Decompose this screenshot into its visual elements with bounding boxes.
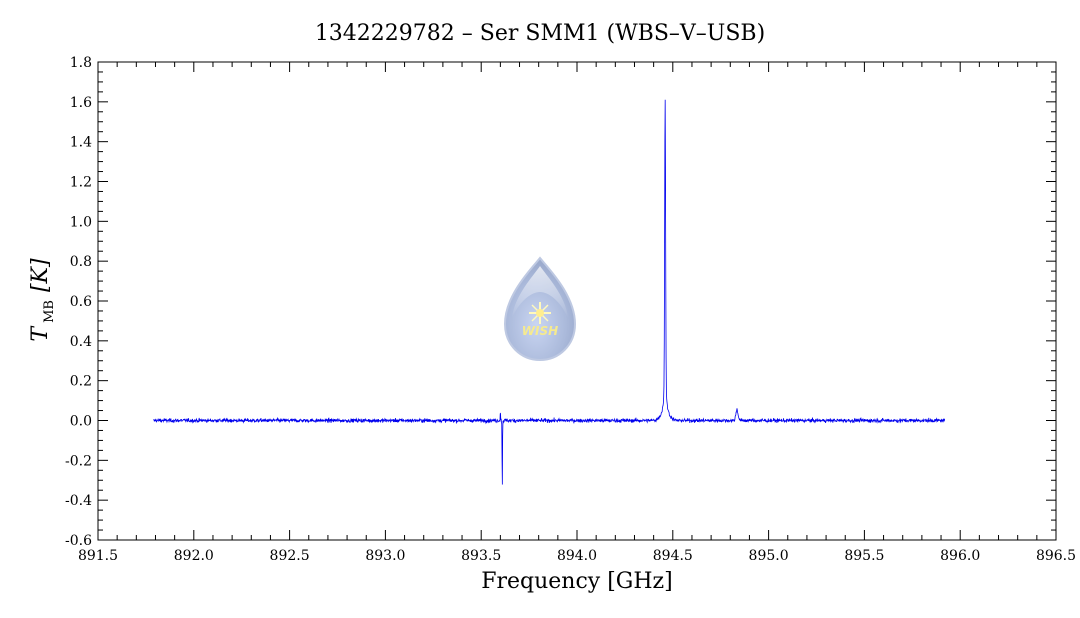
x-tick-label: 895.5 (844, 548, 884, 564)
y-axis-label-unit: [K] (28, 258, 53, 292)
y-tick-label: 1.2 (70, 175, 92, 191)
y-tick-label: 0.8 (70, 254, 92, 270)
x-tick-label: 891.5 (78, 548, 118, 564)
y-tick-label: 0.0 (70, 414, 92, 430)
y-tick-label: 1.8 (70, 55, 92, 71)
svg-text:T MB [K]: T MB [K] (28, 258, 57, 342)
wish-logo-icon: WISH (503, 256, 577, 362)
y-tick-label: 1.6 (70, 95, 92, 111)
y-tick-label: 1.4 (70, 135, 92, 151)
x-tick-label: 892.5 (270, 548, 310, 564)
logo-text: WISH (522, 324, 558, 338)
y-axis-label-subscript: MB (42, 300, 57, 323)
x-tick-label: 896.5 (1036, 548, 1076, 564)
x-tick-label: 894.0 (557, 548, 597, 564)
plot-area: 891.5 892.0 892.5 893.0 893.5 894.0 894.5 895.0… (65, 55, 1076, 564)
y-axis-label-symbol: T (28, 325, 53, 342)
chart-title: 1342229782 – Ser SMM1 (WBS–V–USB) (315, 21, 765, 46)
y-axis-label: T MB [K] (28, 258, 57, 342)
y-tick-label: -0.6 (65, 533, 92, 549)
spectrum-line (153, 99, 946, 485)
plot-frame (97, 61, 1057, 541)
y-tick-label: -0.2 (65, 453, 92, 469)
y-tick-label: 0.4 (70, 334, 92, 350)
y-axis: -0.6 -0.4 -0.2 0.0 0.2 0.4 0.6 0.8 1.0 1.2 1.4 1.6 1… (65, 55, 1056, 549)
x-axis-label: Frequency [GHz] (481, 569, 673, 594)
y-tick-label: -0.4 (65, 493, 92, 509)
x-tick-label: 895.0 (749, 548, 789, 564)
y-tick-label: 0.6 (70, 294, 92, 310)
x-tick-label: 893.5 (461, 548, 501, 564)
x-tick-label: 893.0 (365, 548, 405, 564)
x-tick-label: 894.5 (653, 548, 693, 564)
star-icon (529, 302, 551, 324)
y-tick-label: 0.2 (70, 374, 92, 390)
x-axis: 891.5 892.0 892.5 893.0 893.5 894.0 894.5 895.0… (78, 62, 1076, 564)
x-tick-label: 896.0 (940, 548, 980, 564)
y-tick-label: 1.0 (70, 214, 92, 230)
x-tick-label: 892.0 (174, 548, 214, 564)
